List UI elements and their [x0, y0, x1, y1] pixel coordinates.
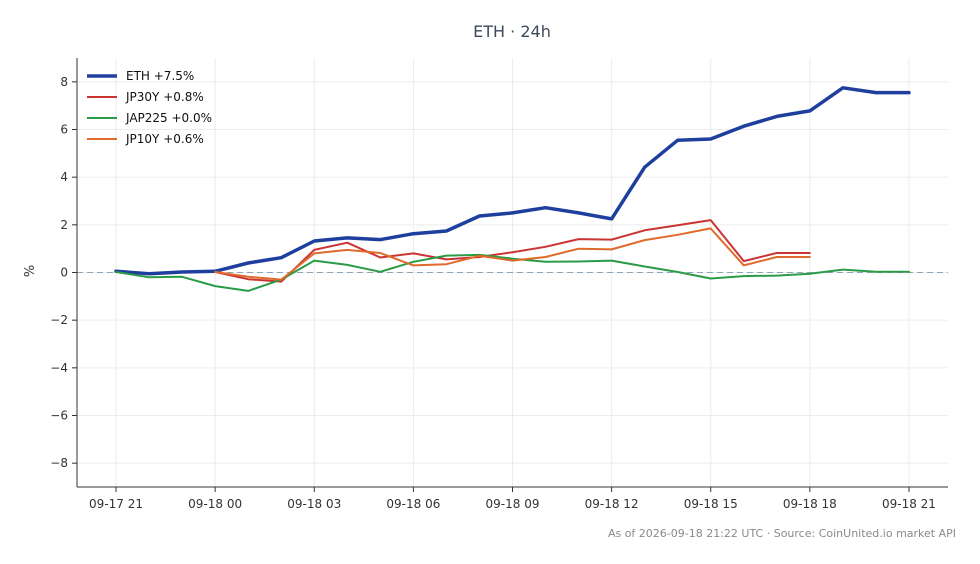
- y-tick-label: 0: [60, 266, 68, 280]
- x-tick-label: 09-18 21: [882, 497, 936, 511]
- legend-label-3: JP10Y +0.6%: [125, 132, 204, 146]
- legend-label-2: JAP225 +0.0%: [125, 111, 212, 125]
- series-line-1: [214, 219, 811, 283]
- axes: −8 −6 −4 −2 0 2 4 6 8 09-17 21 09-18 00 09-18 03 09-…: [50, 58, 948, 511]
- x-tick-label: 09-17 21: [89, 497, 143, 511]
- x-tick-label: 09-18 06: [386, 497, 440, 511]
- y-tick-label: 4: [60, 170, 68, 184]
- y-axis-label: %: [23, 265, 38, 277]
- x-tick-label: 09-18 00: [188, 497, 242, 511]
- y-tick-label: −4: [50, 361, 68, 375]
- y-tick-label: 2: [60, 218, 68, 232]
- y-tick-label: −8: [50, 456, 68, 470]
- series-line-2: [115, 253, 910, 292]
- series-line-3: [214, 227, 811, 281]
- chart-title: ETH · 24h: [473, 22, 551, 41]
- y-tick-label: −2: [50, 313, 68, 327]
- legend-label-1: JP30Y +0.8%: [125, 90, 204, 104]
- source-note: As of 2026-09-18 21:22 UTC · Source: Coi…: [608, 527, 956, 540]
- series-line-0: [114, 86, 911, 276]
- x-tick-label: 09-18 03: [287, 497, 341, 511]
- legend: ETH +7.5% JP30Y +0.8% JAP225 +0.0% JP10Y +0…: [87, 69, 212, 146]
- y-tick-label: 8: [60, 75, 68, 89]
- x-tick-label: 09-18 18: [783, 497, 837, 511]
- y-tick-label: −6: [50, 409, 68, 423]
- x-tick-label: 09-18 12: [585, 497, 639, 511]
- x-tick-label: 09-18 15: [684, 497, 738, 511]
- legend-label-0: ETH +7.5%: [126, 69, 194, 83]
- x-tick-label: 09-18 09: [486, 497, 540, 511]
- y-tick-label: 6: [60, 123, 68, 137]
- series-layer: [114, 86, 911, 292]
